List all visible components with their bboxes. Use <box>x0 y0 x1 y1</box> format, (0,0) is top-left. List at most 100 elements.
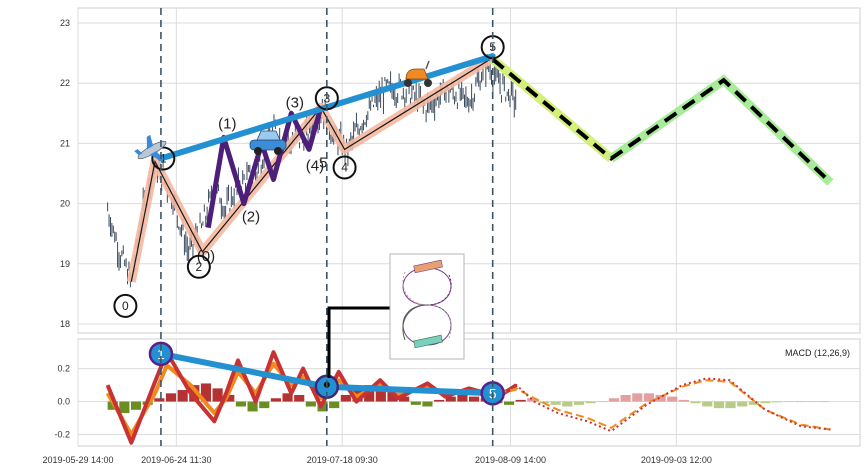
wave-label: (3) <box>286 94 304 111</box>
macd-histogram-bar <box>748 401 759 405</box>
macd-histogram-bar <box>119 401 130 414</box>
macd-panel: -0.2 0.0 0.2 15 MACD (12,26,9) <box>54 338 861 447</box>
macd-y-axis: -0.2 0.0 0.2 <box>54 364 70 440</box>
macd-histogram-bar <box>667 396 678 402</box>
macd-histogram-bar <box>340 394 351 402</box>
wave-circle <box>332 155 357 180</box>
macd-wave-circle-label: 1 <box>157 346 165 362</box>
macd-y-tick-label: 0.2 <box>57 364 70 374</box>
price-y-tick-label: 19 <box>60 259 70 269</box>
wave-label: (4) <box>306 158 324 175</box>
macd-histogram-bar <box>503 401 515 405</box>
projection-dashed-line <box>491 57 832 184</box>
price-panel-frame <box>77 7 861 334</box>
macd-histogram-bar <box>399 396 410 402</box>
wave-label: (2) <box>242 209 260 226</box>
wave-label: (1) <box>218 115 236 132</box>
macd-histogram-bar <box>410 401 421 405</box>
x-axis: 2019-05-29 14:00 2019-06-24 11:30 2019-07-… <box>42 455 711 465</box>
inset-thumbnail <box>327 253 465 378</box>
wave-circle-label: 4 <box>341 160 348 174</box>
macd-histogram-bar <box>690 401 701 404</box>
macd-histogram-bar <box>469 396 480 402</box>
wave-circle-label: 2 <box>196 260 203 274</box>
macd-histogram-bar <box>772 401 783 403</box>
macd-y-tick-label: 0.0 <box>57 397 70 407</box>
macd-histogram-bar <box>725 401 736 409</box>
macd-histogram-bar <box>573 401 585 405</box>
price-y-axis: 18 19 20 21 22 23 <box>60 18 70 329</box>
price-y-tick-label: 21 <box>60 138 70 148</box>
macd-histogram-bar <box>737 401 748 407</box>
macd-histogram-bar <box>434 399 445 402</box>
macd-histogram-bar <box>678 399 689 402</box>
scooter-icon <box>404 60 432 87</box>
macd-histogram-bar <box>422 401 433 407</box>
macd-signal-projection <box>498 379 831 431</box>
wave-label: (0) <box>197 248 215 265</box>
macd-histogram-bar <box>457 394 468 402</box>
macd-histogram-bar <box>270 398 281 402</box>
macd-histogram-bar <box>550 401 561 405</box>
car-icon <box>249 130 287 155</box>
macd-histogram-bar <box>445 396 456 402</box>
macd-histogram-bar <box>643 393 655 402</box>
macd-histogram-bar <box>818 401 829 403</box>
x-tick-label: 2019-05-29 14:00 <box>42 455 113 465</box>
price-y-tick-label: 18 <box>60 319 70 329</box>
macd-lines: 15 <box>105 341 831 445</box>
macd-histogram-bar <box>387 391 398 402</box>
macd-histogram-bar <box>224 394 235 402</box>
macd-histogram-bar <box>259 401 270 409</box>
x-tick-label: 2019-06-24 11:30 <box>141 455 211 465</box>
macd-histogram-bar <box>305 401 316 407</box>
macd-histogram-bar <box>655 394 666 402</box>
x-tick-label: 2019-08-09 14:00 <box>475 455 546 465</box>
macd-histogram-bar <box>212 388 223 402</box>
macd-histogram-bar <box>165 393 177 402</box>
wave-circle <box>186 254 211 279</box>
x-tick-label: 2019-07-18 09:30 <box>307 455 378 465</box>
macd-title: MACD (12,26,9) <box>785 348 850 358</box>
macd-histogram-bar <box>329 401 340 409</box>
macd-histogram-bar <box>807 401 818 403</box>
macd-histogram-bar <box>154 398 165 402</box>
price-y-tick-label: 20 <box>60 199 70 209</box>
macd-histogram-bar <box>294 394 305 402</box>
macd-projection <box>498 377 831 433</box>
macd-histogram-bar <box>130 401 142 410</box>
macd-y-tick-label: -0.2 <box>54 429 70 439</box>
price-overlays <box>126 53 834 283</box>
macd-histogram-bar <box>760 401 771 404</box>
macd-histogram-bar <box>527 398 538 402</box>
macd-histogram-bar <box>515 399 526 402</box>
wave-circle <box>113 293 138 318</box>
macd-histogram-bar <box>632 393 643 402</box>
wave-circle <box>151 146 176 171</box>
macd-histogram-bar <box>795 401 806 403</box>
wave-marker-lines <box>160 8 494 446</box>
macd-histogram-bar <box>597 401 608 403</box>
macd-histogram-bar <box>562 401 573 407</box>
macd-histogram-bar <box>713 401 724 409</box>
price-grid <box>77 8 860 333</box>
macd-wave-circle <box>148 341 174 367</box>
price-y-tick-label: 22 <box>60 78 70 88</box>
macd-histogram-bar <box>364 385 375 402</box>
wave-label: 5 <box>319 154 327 171</box>
wave-zigzag-line <box>130 58 491 282</box>
macd-histogram-bar <box>375 388 386 402</box>
macd-histogram <box>107 383 829 414</box>
macd-histogram-bar <box>702 401 713 407</box>
macd-histogram-bar <box>783 401 794 403</box>
macd-histogram-bar <box>282 393 293 402</box>
macd-histogram-bar <box>247 401 258 412</box>
price-y-tick-label: 23 <box>60 18 70 28</box>
macd-histogram-bar <box>200 383 212 402</box>
x-tick-label: 2019-09-03 12:00 <box>641 455 712 465</box>
inset-figure-eight <box>402 259 452 349</box>
macd-histogram-bar <box>235 401 247 407</box>
wave-circle-label: 0 <box>122 299 129 313</box>
